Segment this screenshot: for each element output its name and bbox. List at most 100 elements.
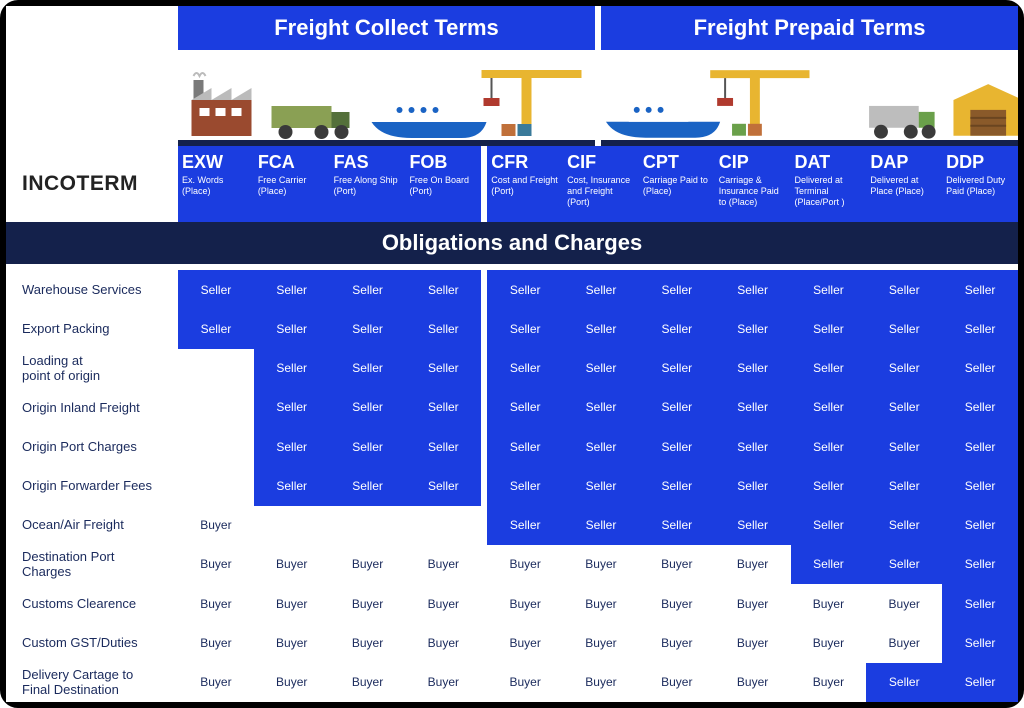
data-col-fas: SellerSellerSellerSellerSellerSellerBuye… bbox=[330, 264, 406, 702]
term-desc: Carriage & Insurance Paid to (Place) bbox=[719, 175, 787, 207]
cell: Seller bbox=[866, 270, 942, 309]
cell: Seller bbox=[405, 309, 481, 348]
term-cpt: CPTCarriage Paid to (Place) bbox=[639, 146, 715, 222]
term-desc: Delivered Duty Paid (Place) bbox=[946, 175, 1014, 197]
term-fas: FASFree Along Ship (Port) bbox=[330, 146, 406, 222]
data-col-dap: SellerSellerSellerSellerSellerSellerSell… bbox=[866, 264, 942, 702]
terms-row: INCOTERM EXWEx. Words (Place)FCAFree Car… bbox=[6, 146, 1018, 222]
term-ddp: DDPDelivered Duty Paid (Place) bbox=[942, 146, 1018, 222]
cell: Buyer bbox=[791, 663, 867, 702]
cell: Buyer bbox=[715, 584, 791, 623]
cell bbox=[405, 506, 481, 545]
term-desc: Free Along Ship (Port) bbox=[334, 175, 402, 197]
data-col-exw: SellerSellerBuyerBuyerBuyerBuyerBuyer bbox=[178, 264, 254, 702]
row-label: Origin Forwarder Fees bbox=[6, 466, 178, 505]
cell: Buyer bbox=[715, 623, 791, 662]
cell bbox=[254, 506, 330, 545]
data-col-ddp: SellerSellerSellerSellerSellerSellerSell… bbox=[942, 264, 1018, 702]
cell: Seller bbox=[639, 466, 715, 505]
term-exw: EXWEx. Words (Place) bbox=[178, 146, 254, 222]
cell: Buyer bbox=[866, 623, 942, 662]
ship-crane-truck-warehouse-icon bbox=[601, 50, 1018, 140]
cell: Seller bbox=[866, 545, 942, 584]
term-code: CIP bbox=[719, 152, 787, 173]
cell: Seller bbox=[254, 349, 330, 388]
cell: Buyer bbox=[487, 663, 563, 702]
cell: Seller bbox=[330, 309, 406, 348]
cell bbox=[178, 349, 254, 388]
cell: Buyer bbox=[791, 584, 867, 623]
cell: Buyer bbox=[330, 623, 406, 662]
incoterms-chart: Freight Collect Terms Freight Prepaid Te… bbox=[0, 0, 1024, 708]
cell: Buyer bbox=[330, 545, 406, 584]
row-label: Warehouse Services bbox=[6, 270, 178, 309]
incoterm-title: INCOTERM bbox=[6, 146, 178, 222]
cell: Seller bbox=[639, 427, 715, 466]
cell: Seller bbox=[715, 349, 791, 388]
cell: Seller bbox=[254, 309, 330, 348]
cell: Seller bbox=[563, 506, 639, 545]
row-labels: Warehouse ServicesExport PackingLoading … bbox=[6, 264, 178, 702]
row-label: Ocean/Air Freight bbox=[6, 506, 178, 545]
cell: Seller bbox=[405, 466, 481, 505]
cell: Seller bbox=[639, 506, 715, 545]
illustration-row bbox=[6, 50, 1018, 146]
row-label: Custom GST/Duties bbox=[6, 623, 178, 662]
cell: Seller bbox=[791, 466, 867, 505]
cell: Seller bbox=[942, 349, 1018, 388]
term-cip: CIPCarriage & Insurance Paid to (Place) bbox=[715, 146, 791, 222]
term-desc: Free Carrier (Place) bbox=[258, 175, 326, 197]
cell: Seller bbox=[178, 309, 254, 348]
data-col-cpt: SellerSellerSellerSellerSellerSellerSell… bbox=[639, 264, 715, 702]
cell: Seller bbox=[487, 309, 563, 348]
cell: Seller bbox=[639, 309, 715, 348]
cell: Buyer bbox=[330, 584, 406, 623]
cell: Seller bbox=[405, 270, 481, 309]
row-label: Delivery Cartage toFinal Destination bbox=[6, 663, 178, 702]
cell: Seller bbox=[487, 466, 563, 505]
cell: Buyer bbox=[639, 545, 715, 584]
cell: Seller bbox=[942, 309, 1018, 348]
freight-collect-header: Freight Collect Terms bbox=[178, 6, 595, 50]
cell: Seller bbox=[254, 388, 330, 427]
cell bbox=[178, 427, 254, 466]
term-code: CFR bbox=[491, 152, 559, 173]
cell: Buyer bbox=[405, 584, 481, 623]
cell: Buyer bbox=[791, 623, 867, 662]
term-desc: Cost and Freight (Port) bbox=[491, 175, 559, 197]
cell: Seller bbox=[942, 545, 1018, 584]
term-fca: FCAFree Carrier (Place) bbox=[254, 146, 330, 222]
cell: Seller bbox=[330, 427, 406, 466]
cell bbox=[330, 506, 406, 545]
term-fob: FOBFree On Board (Port) bbox=[405, 146, 481, 222]
cell: Buyer bbox=[330, 663, 406, 702]
cell: Buyer bbox=[715, 663, 791, 702]
cell: Seller bbox=[487, 349, 563, 388]
cell: Buyer bbox=[178, 584, 254, 623]
cell: Seller bbox=[866, 663, 942, 702]
cell: Buyer bbox=[563, 663, 639, 702]
term-code: CPT bbox=[643, 152, 711, 173]
cell: Seller bbox=[254, 466, 330, 505]
cell: Seller bbox=[715, 309, 791, 348]
cell: Buyer bbox=[254, 545, 330, 584]
cell: Buyer bbox=[715, 545, 791, 584]
cell: Seller bbox=[791, 388, 867, 427]
cell: Seller bbox=[563, 466, 639, 505]
cell: Seller bbox=[487, 270, 563, 309]
cell: Seller bbox=[254, 270, 330, 309]
cell: Seller bbox=[487, 427, 563, 466]
top-header-row: Freight Collect Terms Freight Prepaid Te… bbox=[6, 6, 1018, 50]
cell: Seller bbox=[942, 584, 1018, 623]
term-code: DAT bbox=[795, 152, 863, 173]
term-desc: Ex. Words (Place) bbox=[182, 175, 250, 197]
cell: Seller bbox=[563, 388, 639, 427]
cell: Seller bbox=[487, 506, 563, 545]
cell: Seller bbox=[563, 427, 639, 466]
cell: Seller bbox=[715, 388, 791, 427]
cell: Seller bbox=[715, 427, 791, 466]
cell: Seller bbox=[330, 388, 406, 427]
row-label: Customs Clearence bbox=[6, 584, 178, 623]
term-desc: Delivered at Place (Place) bbox=[870, 175, 938, 197]
cell: Seller bbox=[178, 270, 254, 309]
